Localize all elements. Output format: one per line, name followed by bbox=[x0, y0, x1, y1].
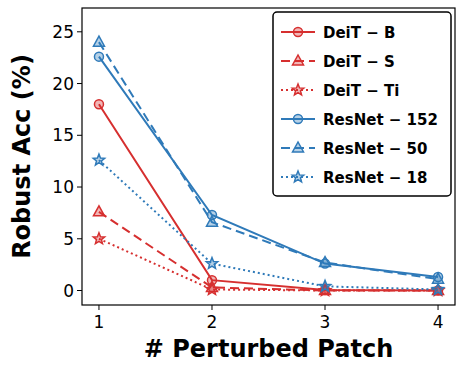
legend-label: ResNet − 18 bbox=[323, 169, 427, 187]
legend-marker bbox=[293, 55, 304, 65]
legend-label: ResNet − 50 bbox=[323, 140, 427, 158]
y-tick bbox=[77, 238, 82, 239]
y-tick bbox=[77, 135, 82, 136]
y-tick bbox=[77, 187, 82, 188]
y-tick-label: 0 bbox=[63, 281, 74, 301]
point bbox=[93, 154, 104, 165]
point bbox=[206, 258, 217, 269]
point bbox=[206, 283, 217, 294]
plot-frame bbox=[82, 8, 455, 305]
y-tick-label: 25 bbox=[52, 22, 74, 42]
point bbox=[320, 257, 331, 267]
legend-box bbox=[273, 12, 451, 196]
legend-marker bbox=[294, 115, 303, 124]
chart: 0 5 10 15 20 25 1 2 3 4 # Perturbed Patch Robust Ac… bbox=[0, 0, 476, 380]
legend-marker bbox=[293, 142, 304, 152]
y-tick bbox=[77, 31, 82, 32]
y-tick-label: 15 bbox=[52, 125, 74, 145]
x-tick bbox=[211, 305, 212, 310]
point bbox=[432, 283, 443, 294]
x-axis-label: # Perturbed Patch bbox=[144, 335, 393, 363]
x-tick-label: 3 bbox=[320, 312, 331, 332]
x-tick bbox=[438, 305, 439, 310]
legend-marker bbox=[292, 84, 303, 95]
legend-label: ResNet − 152 bbox=[323, 111, 438, 129]
series-line bbox=[99, 239, 438, 291]
series-line bbox=[99, 160, 438, 289]
point bbox=[206, 216, 217, 226]
x-tick-label: 4 bbox=[433, 312, 444, 332]
point bbox=[93, 206, 104, 216]
y-tick-label: 5 bbox=[63, 229, 74, 249]
point bbox=[94, 52, 103, 61]
x-tick-label: 2 bbox=[207, 312, 218, 332]
legend-marker bbox=[292, 171, 303, 182]
y-tick bbox=[77, 83, 82, 84]
legend-label: DeiT − B bbox=[323, 24, 395, 42]
point bbox=[93, 36, 104, 46]
y-tick-label: 20 bbox=[52, 74, 74, 94]
x-tick-label: 1 bbox=[94, 312, 105, 332]
point bbox=[319, 280, 330, 291]
x-tick bbox=[325, 305, 326, 310]
series-line bbox=[99, 212, 438, 291]
point bbox=[93, 233, 104, 244]
legend-label: DeiT − Ti bbox=[323, 82, 399, 100]
y-tick-label: 10 bbox=[52, 177, 74, 197]
point bbox=[94, 100, 103, 109]
legend: DeiT − B DeiT − S DeiT − Ti ResNet − 152 Res… bbox=[273, 12, 451, 196]
legend-marker bbox=[294, 28, 303, 37]
x-tick bbox=[98, 305, 99, 310]
legend-label: DeiT − S bbox=[323, 53, 395, 71]
y-axis-label: Robust Acc (%) bbox=[8, 54, 36, 259]
y-tick bbox=[77, 290, 82, 291]
